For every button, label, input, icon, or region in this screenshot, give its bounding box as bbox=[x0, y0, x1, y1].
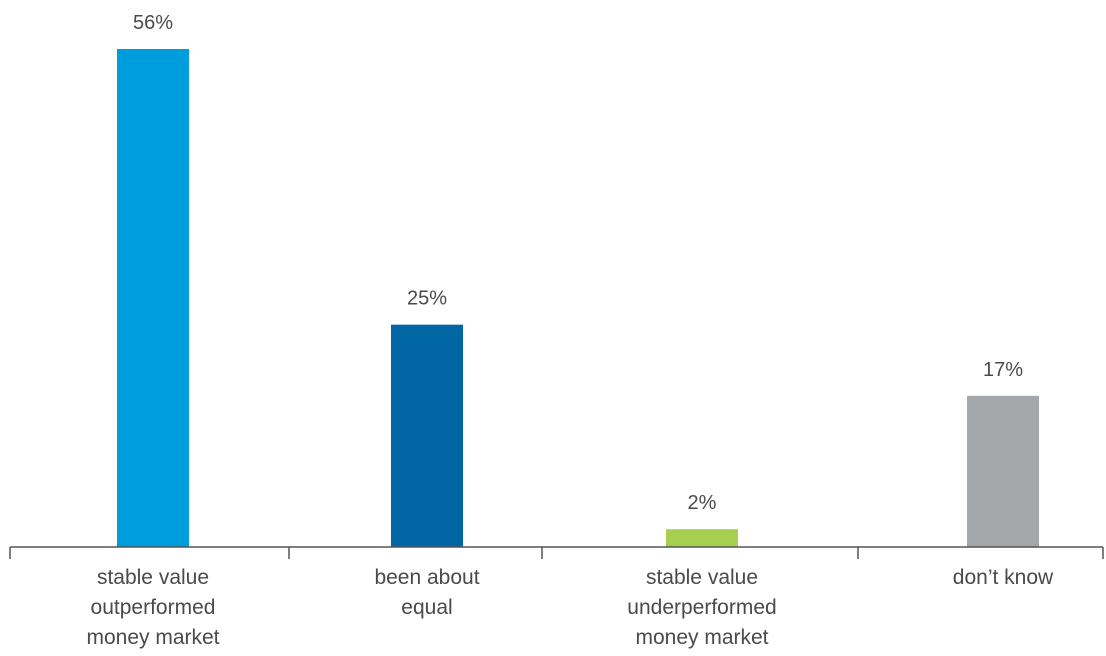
category-label-line: equal bbox=[401, 596, 452, 619]
category-label-line: money market bbox=[635, 626, 768, 649]
bars-group bbox=[117, 49, 1039, 547]
category-label-line: money market bbox=[86, 626, 219, 649]
category-labels-group: stable value outperformed money market been… bbox=[86, 566, 1054, 649]
category-label-line: stable value bbox=[97, 566, 209, 589]
category-label-line: don’t know bbox=[953, 566, 1054, 589]
bar-don-t-know bbox=[967, 395, 1039, 547]
category-label-line: been about bbox=[374, 566, 479, 589]
x-axis bbox=[9, 546, 1104, 559]
value-label-stable-value-outperformed-money-market: 56% bbox=[133, 12, 173, 34]
bar-stable-value-underperformed-money-market bbox=[666, 529, 738, 547]
value-label-don-t-know: 17% bbox=[983, 359, 1023, 381]
category-label-line: stable value bbox=[646, 566, 758, 589]
value-labels-group: 56% 25% 2% 17% bbox=[133, 12, 1023, 514]
bar-stable-value-outperformed-money-market bbox=[117, 49, 189, 547]
category-label-stable-value-outperformed-money-market: stable value outperformed money market bbox=[86, 566, 219, 649]
category-label-stable-value-underperformed-money-market: stable value underperformed money market bbox=[627, 566, 776, 649]
category-label-line: underperformed bbox=[627, 596, 776, 619]
category-label-been-about-equal: been about equal bbox=[374, 566, 479, 619]
value-label-been-about-equal: 25% bbox=[407, 288, 447, 310]
category-label-line: outperformed bbox=[91, 596, 216, 619]
category-label-don-t-know: don’t know bbox=[953, 566, 1054, 589]
value-label-stable-value-underperformed-money-market: 2% bbox=[688, 492, 717, 514]
bar-been-about-equal bbox=[391, 324, 463, 547]
